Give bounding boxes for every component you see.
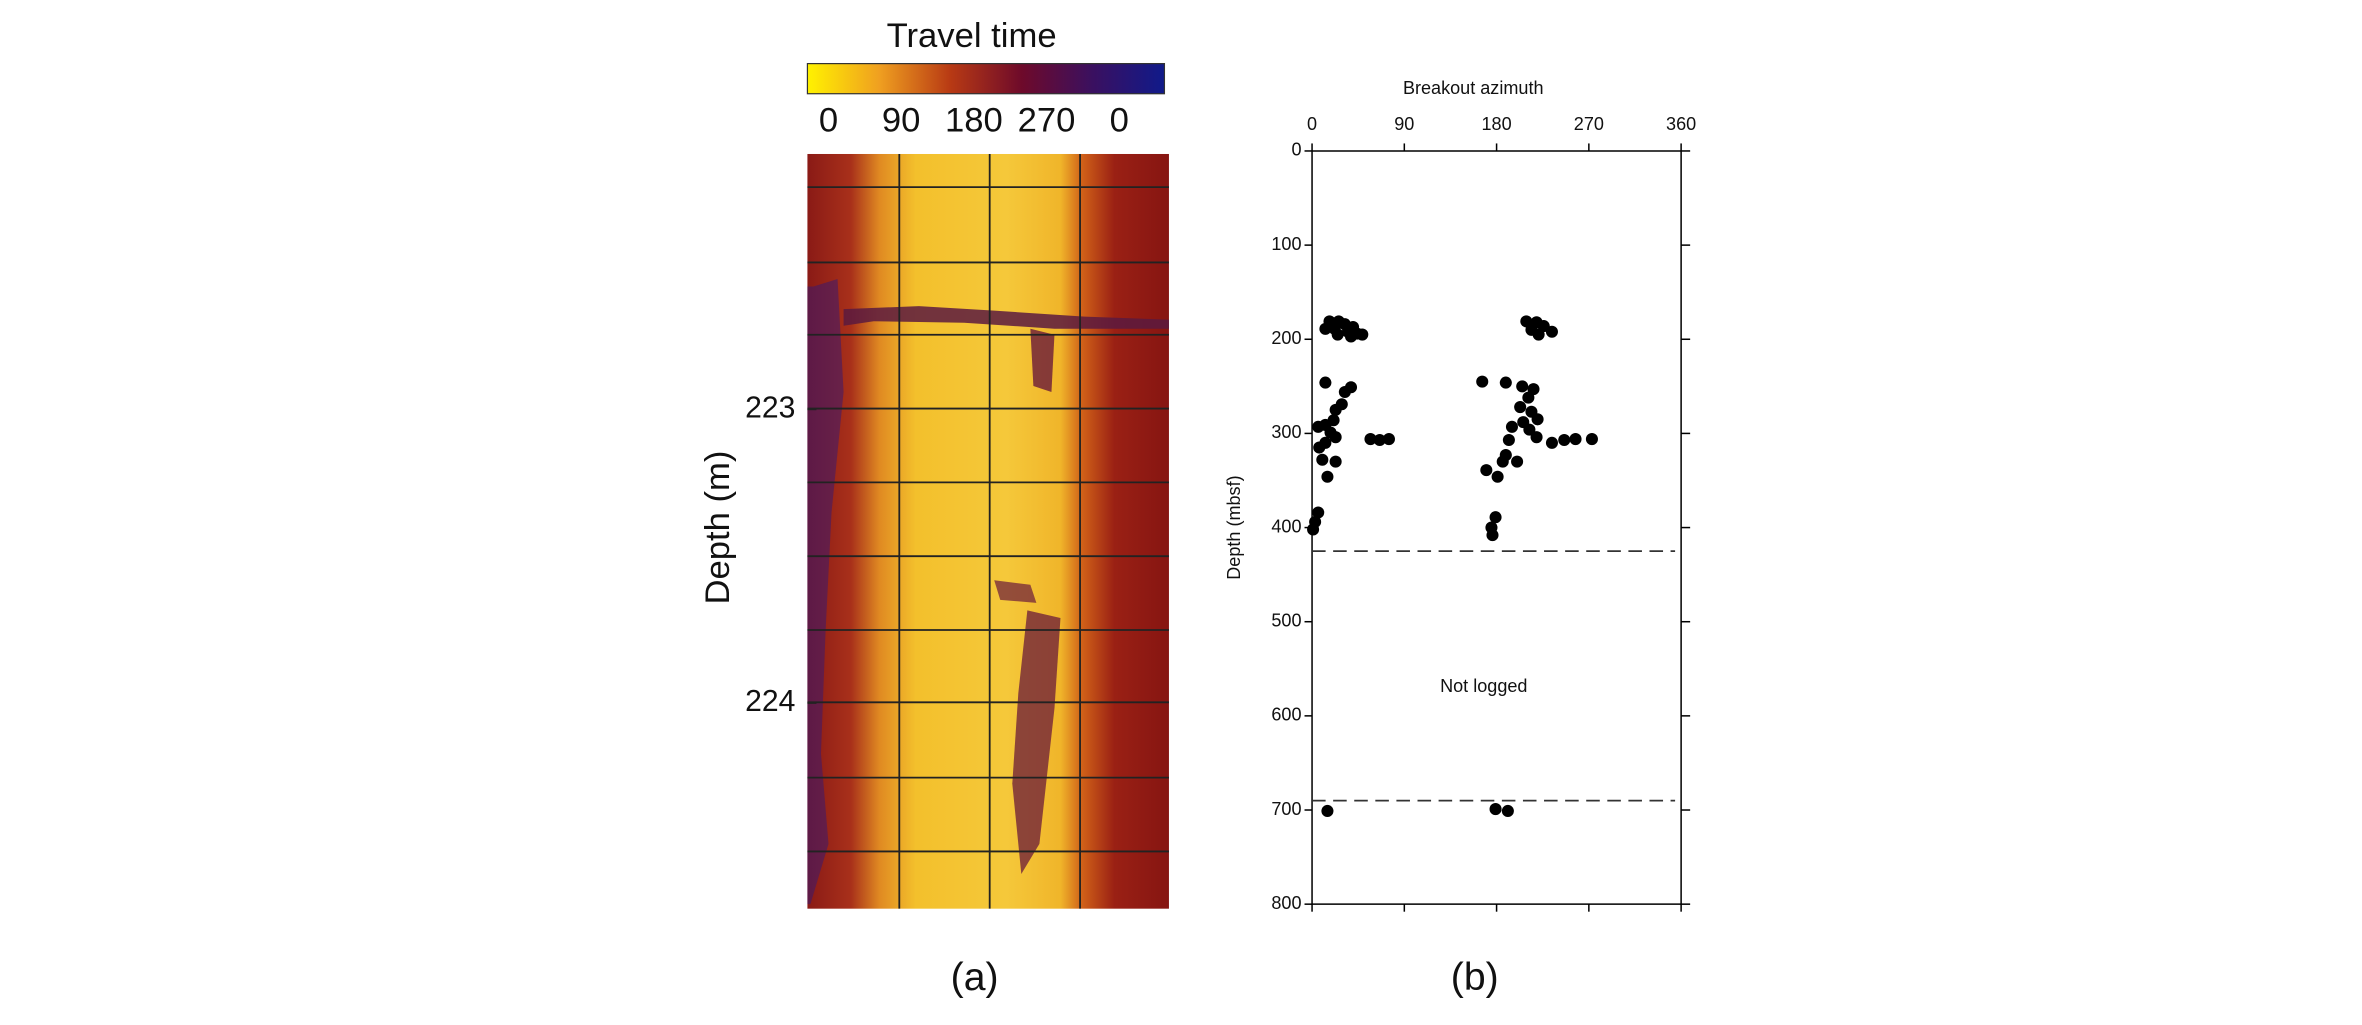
y-tick-label: 100 [1271, 234, 1301, 254]
data-point [1545, 325, 1558, 338]
data-point [1344, 330, 1358, 343]
colorbar [806, 62, 1166, 95]
data-point [1319, 376, 1332, 389]
data-point [1491, 470, 1504, 483]
data-point [1364, 433, 1377, 446]
x-tick-label: 180 [1482, 114, 1512, 134]
data-point [1329, 403, 1342, 416]
data-point [1312, 506, 1325, 519]
y-tick-label: 600 [1271, 705, 1301, 725]
y-axis-label: Depth (mbsf) [1224, 475, 1244, 579]
data-point [1501, 804, 1514, 817]
data-point [1585, 433, 1598, 446]
colorbar-tick-label: 0 [1110, 102, 1129, 140]
x-tick-label: 0 [1307, 114, 1317, 134]
data-point [1338, 385, 1351, 399]
data-point [1307, 523, 1320, 536]
data-point [1313, 441, 1326, 454]
data-point [1356, 328, 1369, 341]
y-tick-label: 223 [745, 391, 795, 424]
caption: (a) [951, 956, 999, 999]
data-point [1545, 436, 1558, 449]
data-point [1331, 328, 1344, 341]
data-point [1514, 401, 1527, 414]
data-point [1496, 455, 1509, 468]
data-point [1480, 464, 1493, 477]
data-point [1489, 511, 1502, 524]
y-tick-label: 700 [1271, 799, 1301, 819]
colorbar-tick-label: 0 [819, 102, 838, 140]
chart-title: Breakout azimuth [1403, 78, 1544, 98]
y-tick-label: 0 [1291, 140, 1301, 160]
x-tick-label: 90 [1394, 114, 1414, 134]
data-point [1329, 431, 1342, 444]
data-point [1321, 804, 1334, 817]
data-point [1476, 375, 1489, 388]
data-point [1382, 433, 1395, 446]
y-tick-label: 800 [1271, 893, 1301, 913]
annotation: Not logged [1440, 676, 1527, 696]
data-point [1523, 423, 1536, 436]
data-point [1316, 453, 1329, 466]
data-point [1499, 376, 1512, 389]
y-tick-label: 224 [745, 685, 795, 718]
data-point [1329, 455, 1342, 468]
colorbar-tick-label: 90 [882, 102, 921, 140]
x-tick-label: 360 [1666, 114, 1696, 134]
colorbar-title: Travel time [887, 17, 1057, 55]
y-tick-label: 400 [1271, 516, 1301, 536]
y-tick-label: 300 [1271, 422, 1301, 442]
y-tick-label: 500 [1271, 610, 1301, 630]
data-point [1319, 322, 1332, 335]
data-point [1569, 433, 1582, 446]
data-point [1312, 420, 1325, 433]
data-point [1321, 470, 1334, 483]
data-point [1531, 413, 1544, 426]
data-point [1505, 420, 1518, 433]
borehole-image [807, 153, 1169, 909]
data-point [1486, 529, 1499, 542]
y-tick-label: 200 [1271, 328, 1301, 348]
colorbar-tick-label: 270 [1018, 102, 1076, 140]
data-point [1558, 433, 1571, 447]
data-point [1532, 328, 1545, 341]
y-axis-label: Depth (m) [699, 451, 737, 605]
data-point [1489, 803, 1502, 816]
caption: (b) [1451, 956, 1499, 999]
data-point [1502, 433, 1515, 447]
colorbar-tick-label: 180 [945, 102, 1003, 140]
data-point [1511, 455, 1524, 468]
data-point [1522, 391, 1535, 404]
data-point [1516, 380, 1529, 393]
data-point [1530, 431, 1543, 444]
data-point [1373, 433, 1386, 447]
x-tick-label: 270 [1574, 114, 1604, 134]
